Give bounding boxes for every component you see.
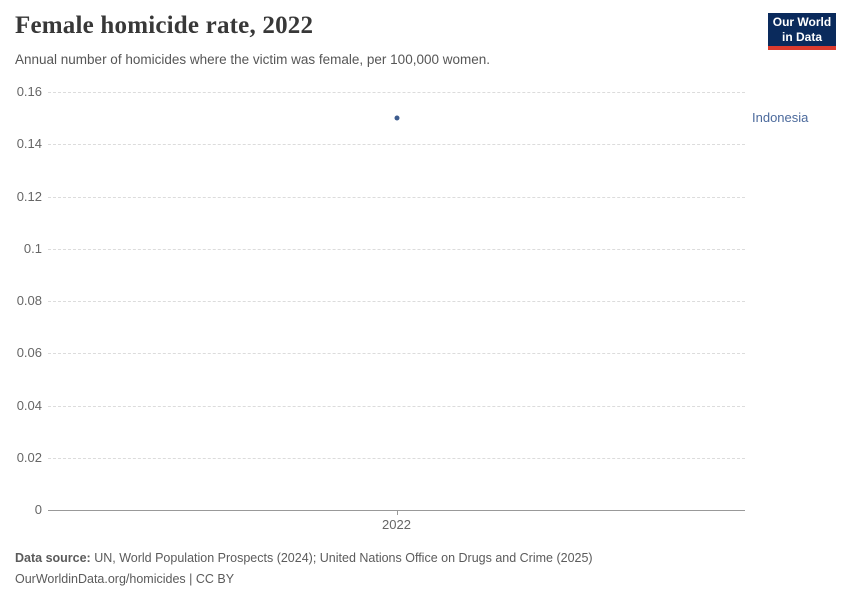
- gridline: [48, 248, 745, 250]
- chart-footer: Data source: UN, World Population Prospe…: [15, 548, 593, 590]
- owid-logo-line1: Our World: [772, 15, 832, 29]
- chart-subtitle: Annual number of homicides where the vic…: [15, 52, 490, 67]
- y-axis-tick-label: 0.14: [16, 136, 42, 152]
- y-axis-tick-label: 0.1: [23, 240, 42, 256]
- y-axis-tick-label: 0.08: [16, 293, 42, 308]
- x-axis-tick-label: 2022: [382, 517, 411, 532]
- license-line[interactable]: OurWorldinData.org/homicides | CC BY: [15, 572, 235, 586]
- gridline: [48, 92, 745, 93]
- x-axis-tick-mark: [396, 510, 398, 515]
- y-axis-tick-label: 0.06: [16, 345, 42, 361]
- gridline: [48, 405, 745, 407]
- gridline: [48, 196, 745, 198]
- y-axis-tick-label: 0.12: [16, 188, 42, 204]
- y-axis-tick-label: 0.04: [16, 397, 42, 413]
- data-source-line: Data source: UN, World Population Prospe…: [15, 548, 593, 569]
- gridline: [48, 457, 745, 459]
- gridline: [48, 353, 745, 355]
- gridline: [48, 301, 745, 302]
- y-axis-tick-label: 0.02: [16, 449, 42, 465]
- y-axis-tick-label: 0.16: [16, 84, 42, 99]
- page-title: Female homicide rate, 2022: [15, 12, 314, 39]
- data-source-label: Data source:: [15, 551, 91, 565]
- owid-logo-line2: in Data: [781, 30, 822, 44]
- y-axis-tick-label: 0: [34, 502, 42, 517]
- gridline: [48, 144, 745, 146]
- data-point-indonesia[interactable]: [394, 115, 399, 121]
- data-source-text: UN, World Population Prospects (2024); U…: [90, 551, 593, 565]
- owid-logo[interactable]: Our World in Data: [768, 13, 836, 50]
- entity-label-indonesia[interactable]: Indonesia: [752, 110, 809, 126]
